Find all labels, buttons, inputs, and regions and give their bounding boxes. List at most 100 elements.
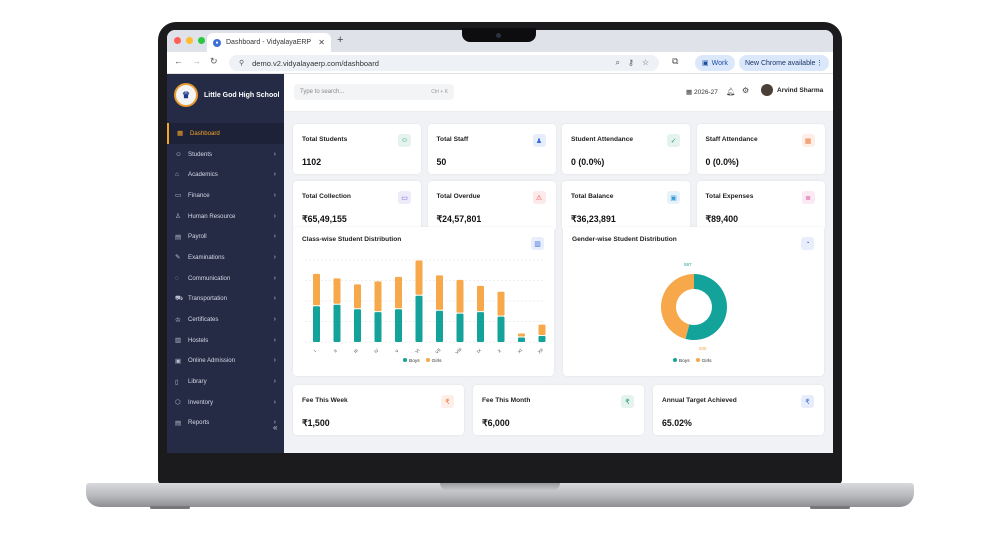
laptop-foot [150,506,190,509]
bar-girls-VIII[interactable] [456,279,464,313]
bar-boys-IX[interactable] [477,312,484,342]
zoom-icon[interactable]: ⌕ [615,58,620,67]
bar-boys-X[interactable] [497,316,505,342]
bar-girls-XII[interactable] [538,324,546,336]
search-input[interactable]: Type to search... Ctrl + K [294,84,454,100]
bar-boys-VI[interactable] [415,295,423,342]
stat-label: Student Attendance [571,136,634,143]
bar-girls-VI[interactable] [415,260,423,295]
donut-slice-girls[interactable] [661,274,694,339]
work-briefcase-icon: ▣ [702,60,709,67]
sidebar-item-finance[interactable]: ▭ Finance › [167,185,284,206]
notification-bell-icon[interactable]: 🔔︎ [726,87,736,96]
stat-value: ₹36,23,891 [571,214,616,224]
stat-card-total-staff: Total Staff 50 ♟ [427,124,556,174]
bar-boys-XI[interactable] [518,337,525,342]
fee-value: 65.02% [662,418,692,428]
stat-value: 0 (0.0%) [705,157,739,167]
reload-icon[interactable]: ↻ [210,56,218,66]
password-key-icon[interactable]: ⚷ [627,58,634,67]
extensions-icon[interactable]: ⧉ [672,56,679,66]
examinations-icon: ✎ [175,254,181,262]
donut-slice-boys[interactable] [685,274,727,340]
more-menu-icon[interactable]: ⋮ [816,60,823,67]
bar-boys-IV[interactable] [374,312,382,342]
new-tab-icon[interactable]: + [337,34,344,46]
globe-icon: ● [213,38,221,47]
bar-boys-V[interactable] [395,309,402,342]
bar-girls-IV[interactable] [374,281,382,312]
chevron-right-icon: › [273,316,276,324]
bar-girls-III[interactable] [354,284,361,309]
sidebar-item-certificates[interactable]: ♔ Certificates › [167,309,284,330]
stat-label: Total Staff [436,136,469,143]
sidebar-item-inventory[interactable]: ⬡ Inventory › [167,392,284,413]
x-tick-label: V [394,348,400,354]
students-icon: ☺ [398,134,411,147]
chevron-right-icon: › [273,212,276,220]
sidebar-item-label: Human Resource [188,212,236,220]
bar-girls-X[interactable] [497,291,505,316]
browser-tab[interactable]: ● Dashboard - VidyalayaERP ✕ [207,33,331,52]
address-bar[interactable]: ⚲ demo.v2.vidyalayaerp.com/dashboard ⌕ ⚷… [229,55,659,71]
forward-icon[interactable]: → [192,56,201,66]
bar-girls-I[interactable] [313,273,320,306]
bar-boys-I[interactable] [313,306,320,342]
stat-card-total-collection: Total Collection ₹65,49,155 ▭ [293,181,421,231]
sidebar-item-library[interactable]: ▯ Library › [167,371,284,392]
site-settings-icon[interactable]: ⚲ [239,60,245,67]
bar-boys-VII[interactable] [436,310,443,342]
stat-label: Staff Attendance [705,136,758,143]
bar-girls-II[interactable] [333,278,341,304]
settings-gear-icon[interactable]: ⚙ [742,86,750,95]
bar-girls-V[interactable] [395,276,402,309]
bookmark-star-icon[interactable]: ☆ [641,58,649,67]
sidebar-item-payroll[interactable]: ▤ Payroll › [167,226,284,247]
sidebar-item-students[interactable]: ☺ Students › [167,144,284,165]
sidebar-item-label: Examinations [188,253,225,261]
user-menu[interactable]: Arvind Sharma [761,84,823,96]
sidebar-item-hostels[interactable]: ▥ Hostels › [167,330,284,351]
close-window-button[interactable] [174,37,181,44]
maximize-window-button[interactable] [198,37,205,44]
chart-title: Gender-wise Student Distribution [572,236,677,243]
browser-toolbar: ← → ↻ ⚲ demo.v2.vidyalayaerp.com/dashboa… [167,52,833,74]
work-label: Work [711,59,728,67]
close-tab-icon[interactable]: ✕ [318,38,325,47]
fee-value: ₹6,000 [482,418,510,428]
academic-year-selector[interactable]: ▦ 2026-27 [686,88,718,96]
profile-work-button[interactable]: ▣ Work [695,55,735,71]
new-chrome-available-button[interactable]: New Chrome available ⋮ [739,55,829,71]
bar-girls-XI[interactable] [518,333,525,337]
class-distribution-card: Class-wise Student Distribution ▥ I II III… [293,227,554,376]
sidebar-item-communication[interactable]: ◌ Communication › [167,268,284,289]
bar-boys-III[interactable] [354,309,361,342]
bar-girls-IX[interactable] [477,285,484,312]
x-tick-label: III [353,348,359,354]
bar-boys-II[interactable] [333,304,341,342]
sidebar-item-examinations[interactable]: ✎ Examinations › [167,247,284,268]
bar-boys-VIII[interactable] [456,313,464,342]
sidebar-item-human-resource[interactable]: ♙ Human Resource › [167,206,284,227]
sidebar-item-dashboard[interactable]: ▦ Dashboard [167,123,284,144]
back-icon[interactable]: ← [174,56,183,66]
chevron-right-icon: › [273,295,276,303]
screen-bezel [167,453,833,481]
staff-icon: ♟ [532,134,546,147]
stat-label: Total Balance [571,193,614,200]
minimize-window-button[interactable] [186,37,193,44]
sidebar-item-reports[interactable]: ▤ Reports › [167,413,284,434]
school-name: Little God High School [204,91,280,99]
camera-icon [496,33,501,38]
collapse-sidebar-icon[interactable]: « [273,423,278,432]
bar-girls-VII[interactable] [436,275,443,310]
bar-boys-XII[interactable] [538,336,546,342]
inventory-icon: ⬡ [175,399,181,407]
stat-value: 1102 [302,157,322,167]
sidebar-item-academics[interactable]: ⌂ Academics › [167,164,284,185]
sidebar-item-transportation[interactable]: ⛟ Transportation › [167,289,284,310]
transportation-icon: ⛟ [175,295,184,303]
pie-chart-icon: ◔ [801,237,814,250]
hostels-icon: ▥ [175,337,182,345]
sidebar-item-online-admission[interactable]: ▣ Online Admission › [167,351,284,372]
